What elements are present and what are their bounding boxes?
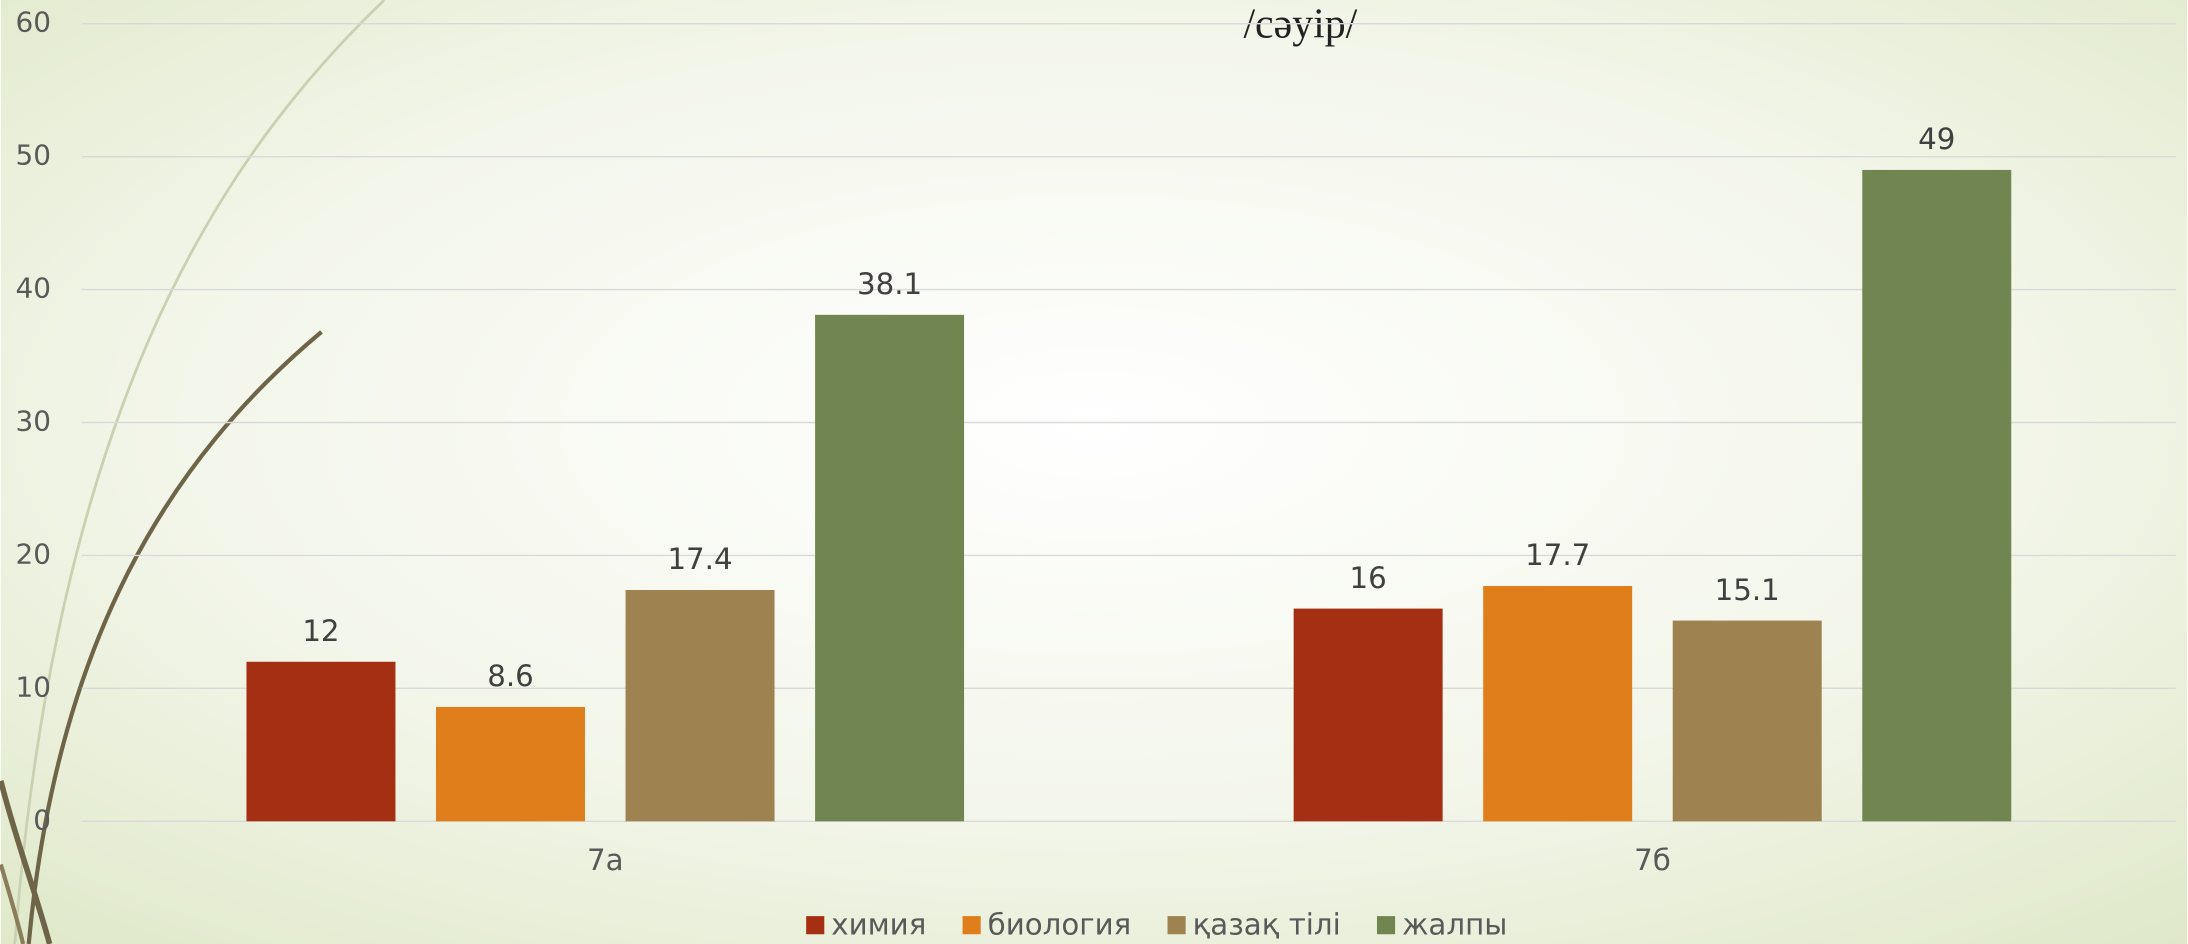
legend-swatch xyxy=(1376,916,1396,935)
legend-label: жалпы xyxy=(1402,907,1507,941)
legend-swatch xyxy=(806,916,825,935)
bar xyxy=(1862,169,2012,822)
value-label: 12 xyxy=(302,614,339,648)
value-label: 17.7 xyxy=(1525,538,1590,572)
value-label: 49 xyxy=(1918,122,1955,156)
value-label: 8.6 xyxy=(487,659,534,693)
bar xyxy=(625,589,775,822)
y-tick-label: 20 xyxy=(16,537,51,570)
bar xyxy=(246,661,396,822)
legend-label: биология xyxy=(988,907,1132,941)
legend-label: қазақ тілі xyxy=(1193,907,1341,941)
chart-title: /сәуір/ xyxy=(1243,1,1357,47)
y-tick-label: 0 xyxy=(33,803,51,836)
decor-curve xyxy=(0,780,53,944)
bar xyxy=(1672,620,1822,822)
decor-curve xyxy=(26,330,323,944)
y-tick-label: 40 xyxy=(16,272,51,305)
bar xyxy=(815,314,965,822)
decor-curve xyxy=(13,0,386,944)
value-label: 38.1 xyxy=(857,267,922,301)
value-label: 15.1 xyxy=(1715,573,1780,607)
x-tick-label: 7а xyxy=(587,843,624,877)
legend-swatch xyxy=(1167,916,1186,935)
bar xyxy=(1483,586,1633,822)
value-label: 17.4 xyxy=(667,542,732,576)
y-tick-label: 60 xyxy=(16,6,51,39)
bar xyxy=(436,706,585,822)
legend-swatch xyxy=(962,916,981,935)
bar xyxy=(1293,608,1443,822)
y-tick-label: 50 xyxy=(16,139,51,172)
y-tick-label: 30 xyxy=(16,404,51,437)
legend-label: химия xyxy=(831,907,926,941)
y-tick-label: 10 xyxy=(16,670,51,703)
value-label: 16 xyxy=(1350,561,1387,595)
decor-curve xyxy=(0,863,26,944)
x-tick-label: 7б xyxy=(1634,843,1671,877)
